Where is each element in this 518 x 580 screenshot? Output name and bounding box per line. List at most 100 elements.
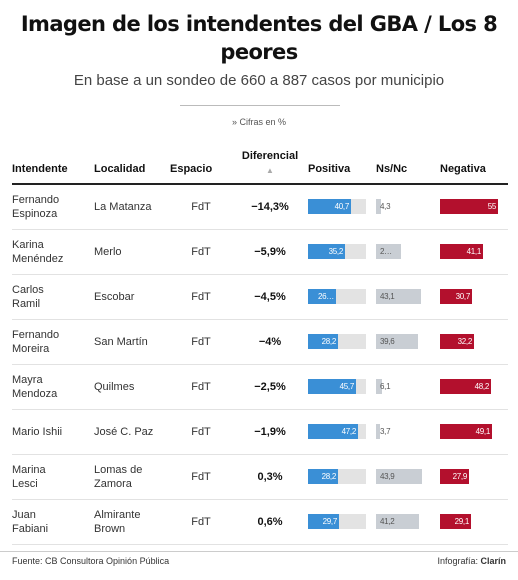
nsnc-bar (376, 244, 401, 259)
positiva-bar (308, 514, 339, 529)
nsnc-bar-track: 43,9 (376, 469, 434, 484)
nsnc-bar (376, 424, 380, 439)
credit-prefix: Infografía: (437, 556, 481, 566)
table-row: Fernando Moreira San Martín FdT −4% 28,2 39,6… (12, 319, 508, 365)
nsnc-value-label: 43,1 (380, 292, 395, 301)
nsnc-bar (376, 514, 419, 529)
intendente-cell: Mayra Mendoza (12, 364, 94, 410)
header-intendente: Intendente (12, 143, 94, 185)
negativa-value-label: 55 (487, 202, 497, 212)
positiva-value-label: 29,7 (322, 517, 338, 526)
nsnc-bar-cell: 41,2 (376, 499, 440, 545)
table-header-row: Intendente Localidad Espacio Diferencial… (12, 143, 508, 185)
negativa-bar-cell: 27,9 (440, 454, 508, 500)
positiva-bar (308, 424, 358, 439)
positiva-bar (308, 469, 338, 484)
diferencial-cell: 0,6% (232, 499, 308, 545)
diferencial-cell: −2,5% (232, 364, 308, 410)
header-positiva: Positiva (308, 143, 376, 185)
positiva-bar-track: 26… (308, 289, 366, 304)
positiva-bar-track: 28,2 (308, 469, 366, 484)
footer-divider (0, 551, 518, 552)
table-row: Carlos Ramil Escobar FdT −4,5% 26… 43,1 30,7 (12, 274, 508, 320)
positiva-bar-track: 45,7 (308, 379, 366, 394)
nsnc-bar-track: 2… (376, 244, 434, 259)
espacio-cell: FdT (170, 319, 232, 365)
positiva-bar (308, 379, 356, 394)
intendente-cell: Karina Menéndez (12, 229, 94, 275)
nsnc-bar-cell: 6,1 (376, 364, 440, 410)
nsnc-bar-track: 39,6 (376, 334, 434, 349)
localidad-cell: La Matanza (94, 184, 170, 230)
negativa-bar-track: 27,9 (440, 469, 498, 484)
negativa-value-label: 30,7 (455, 292, 471, 301)
positiva-bar (308, 244, 345, 259)
header-nsnc: Ns/Nc (376, 143, 440, 185)
espacio-cell: FdT (170, 499, 232, 545)
positiva-bar-cell: 28,2 (308, 454, 376, 500)
intendente-cell: Fernando Moreira (12, 319, 94, 365)
nsnc-bar (376, 334, 418, 349)
chart-subtitle: En base a un sondeo de 660 a 887 casos p… (73, 72, 445, 89)
negativa-bar-track: 49,1 (440, 424, 498, 439)
negativa-value-label: 29,1 (454, 517, 470, 526)
table-row: Mayra Mendoza Quilmes FdT −2,5% 45,7 6,1 48,2 (12, 364, 508, 410)
nsnc-bar-cell: 39,6 (376, 319, 440, 365)
table-row: Karina Menéndez Merlo FdT −5,9% 35,2 2… 41,1 (12, 229, 508, 275)
negativa-bar (440, 514, 471, 529)
negativa-bar-cell: 29,1 (440, 499, 508, 545)
negativa-bar-track: 41,1 (440, 244, 498, 259)
negativa-bar-track: 30,7 (440, 289, 498, 304)
positiva-bar-cell: 35,2 (308, 229, 376, 275)
negativa-bar (440, 199, 498, 215)
diferencial-cell: 0,3% (232, 454, 308, 500)
nsnc-bar (376, 469, 422, 484)
localidad-cell: Lomas de Zamora (94, 454, 170, 500)
nsnc-bar-track: 41,2 (376, 514, 434, 529)
positiva-value-label: 26… (318, 292, 334, 301)
negativa-bar (440, 424, 492, 439)
negativa-bar-track: 55 (440, 199, 498, 215)
positiva-value-label: 28,2 (321, 337, 337, 346)
table-body: Fernando Espinoza La Matanza FdT −14,3% 40,7… (12, 184, 508, 545)
nsnc-value-label: 3,7 (380, 427, 391, 436)
localidad-cell: José C. Paz (94, 409, 170, 455)
positiva-bar-track: 28,2 (308, 334, 366, 349)
localidad-cell: Quilmes (94, 364, 170, 410)
positiva-value-label: 35,2 (328, 247, 344, 256)
chart-title: Imagen de los intendentes del GBA / Los … (20, 12, 498, 64)
header-diferencial[interactable]: Diferencial ▲ (232, 143, 308, 185)
positiva-value-label: 45,7 (339, 382, 355, 391)
espacio-cell: FdT (170, 454, 232, 500)
intendente-cell: Fernando Espinoza (12, 184, 94, 230)
positiva-bar-track: 35,2 (308, 244, 366, 259)
nsnc-bar-track: 43,1 (376, 289, 434, 304)
diferencial-cell: −1,9% (232, 409, 308, 455)
localidad-cell: Merlo (94, 229, 170, 275)
diferencial-cell: −4,5% (232, 274, 308, 320)
nsnc-bar (376, 199, 381, 215)
table-row: Mario Ishii José C. Paz FdT −1,9% 47,2 3,7 49,… (12, 409, 508, 455)
negativa-bar-track: 29,1 (440, 514, 498, 529)
negativa-bar-cell: 48,2 (440, 364, 508, 410)
nsnc-bar-track: 6,1 (376, 379, 434, 394)
sort-ascending-icon[interactable]: ▲ (266, 166, 274, 175)
positiva-value-label: 47,2 (341, 427, 357, 436)
negativa-value-label: 32,2 (457, 337, 473, 346)
nsnc-bar-cell: 43,9 (376, 454, 440, 500)
espacio-cell: FdT (170, 364, 232, 410)
positiva-bar-cell: 28,2 (308, 319, 376, 365)
header-localidad: Localidad (94, 143, 170, 185)
nsnc-bar-cell: 2… (376, 229, 440, 275)
negativa-bar-cell: 41,1 (440, 229, 508, 275)
positiva-bar-cell: 45,7 (308, 364, 376, 410)
positiva-bar (308, 199, 351, 215)
negativa-bar (440, 379, 491, 394)
header-negativa: Negativa (440, 143, 508, 185)
espacio-cell: FdT (170, 229, 232, 275)
header-espacio: Espacio (170, 143, 232, 185)
negativa-bar-cell: 32,2 (440, 319, 508, 365)
negativa-bar-cell: 49,1 (440, 409, 508, 455)
localidad-cell: San Martín (94, 319, 170, 365)
diferencial-cell: −5,9% (232, 229, 308, 275)
